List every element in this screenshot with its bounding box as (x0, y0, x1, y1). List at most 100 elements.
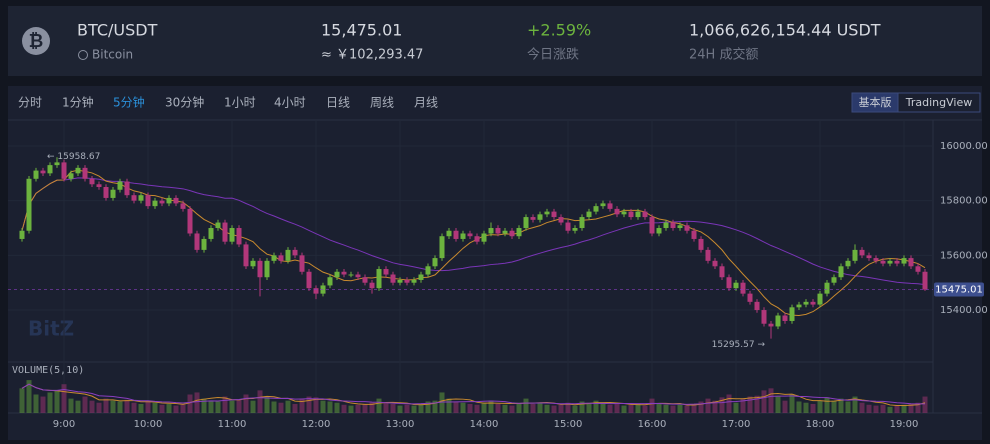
interval-tab[interactable]: 月线 (414, 96, 438, 110)
x-tick-label: 18:00 (806, 419, 835, 430)
volume-bar (516, 402, 522, 413)
volume-bar (467, 403, 473, 413)
volume-bar (208, 400, 214, 413)
candle-body (341, 271, 347, 275)
info-icon (78, 50, 88, 60)
candle-body (117, 181, 123, 190)
candle-body (313, 288, 319, 294)
volume-bar (75, 400, 81, 413)
candle-body (733, 282, 739, 289)
interval-tab[interactable]: 1分钟 (62, 95, 94, 110)
mode-label[interactable]: 基本版 (859, 95, 892, 109)
volume-bar (68, 398, 74, 413)
interval-tab[interactable]: 日线 (326, 96, 350, 110)
volume-bar (159, 404, 165, 413)
candle-body (159, 200, 165, 204)
volume-24h: 1,066,626,154.44 USDT (689, 21, 881, 40)
high-annotation: ← 15958.67 (47, 152, 100, 162)
candle-body (355, 274, 361, 278)
candle-body (614, 208, 620, 215)
volume-bar (341, 404, 347, 413)
candle-body (229, 228, 235, 242)
interval-tab[interactable]: 分时 (18, 96, 42, 110)
candle-body (803, 301, 809, 305)
volume-bar (152, 402, 158, 413)
candle-body (558, 217, 564, 223)
interval-tab[interactable]: 周线 (370, 96, 394, 110)
interval-tab[interactable]: 5分钟 (113, 95, 145, 110)
candle-body (656, 228, 662, 234)
volume-bar (782, 400, 788, 413)
candle-body (187, 208, 193, 234)
volume-bar (530, 403, 536, 413)
volume-bar (712, 400, 718, 413)
candle-body (761, 310, 767, 324)
volume-bar (670, 405, 676, 413)
volume-bar (82, 396, 88, 413)
ma-line (21, 169, 926, 317)
price: 15,475.01 (321, 21, 402, 40)
volume-bar (551, 405, 557, 413)
volume-bar (572, 405, 578, 413)
candle-body (236, 228, 242, 245)
volume-bar (145, 400, 151, 413)
interval-tab[interactable]: 30分钟 (165, 95, 204, 110)
volume-bar (103, 398, 109, 413)
candle-body (390, 274, 396, 283)
candle-body (859, 249, 865, 256)
volume-bar (656, 403, 662, 413)
volume-bar (453, 401, 459, 413)
volume-bar (334, 402, 340, 413)
coin-icon (22, 27, 50, 55)
candle-body (565, 222, 571, 231)
candle-body (33, 170, 39, 179)
candle-body (789, 307, 795, 321)
volume-bar (796, 401, 802, 413)
candle-body (607, 203, 613, 209)
volume-bar (432, 400, 438, 413)
candle-body (376, 269, 382, 289)
candle-body (369, 282, 375, 289)
interval-tab[interactable]: 4小时 (274, 96, 306, 110)
volume-bar (614, 403, 620, 413)
candle-body (264, 260, 270, 278)
volume-bar (187, 394, 193, 413)
low-annotation: 15295.57 → (712, 340, 766, 350)
candle-body (257, 260, 263, 278)
volume-bar (495, 403, 501, 413)
volume-bar (726, 394, 732, 413)
candle-body (362, 277, 368, 283)
volume-bar (845, 401, 851, 413)
volume-bar (306, 396, 312, 413)
volume-bar (425, 401, 431, 413)
volume-bar (271, 401, 277, 413)
candle-body (621, 211, 627, 215)
volume-bar (61, 384, 67, 413)
candle-body (838, 266, 844, 278)
volume-bar (537, 402, 543, 413)
candle-body (439, 236, 445, 259)
candle-body (124, 181, 130, 196)
volume-bar (789, 394, 795, 413)
candle-body (551, 211, 557, 218)
candle-body (425, 266, 431, 275)
candle-body (880, 260, 886, 264)
volume-bar (817, 400, 823, 413)
candle-body (712, 260, 718, 267)
candle-body (691, 230, 697, 239)
symbol: BTC/USDT (77, 21, 158, 40)
candle-body (523, 217, 529, 229)
volume-bar (390, 403, 396, 413)
volume-bar (117, 401, 123, 413)
volume-bar (733, 402, 739, 413)
candle-body (642, 211, 648, 218)
mode-button[interactable] (897, 92, 981, 113)
header-panel (8, 6, 982, 76)
volume-bar (292, 403, 298, 413)
volume-bar (803, 402, 809, 413)
interval-tab[interactable]: 1小时 (224, 96, 256, 110)
candle-body (824, 282, 830, 294)
x-tick-label: 13:00 (386, 419, 415, 430)
mode-label[interactable]: TradingView (905, 96, 972, 109)
